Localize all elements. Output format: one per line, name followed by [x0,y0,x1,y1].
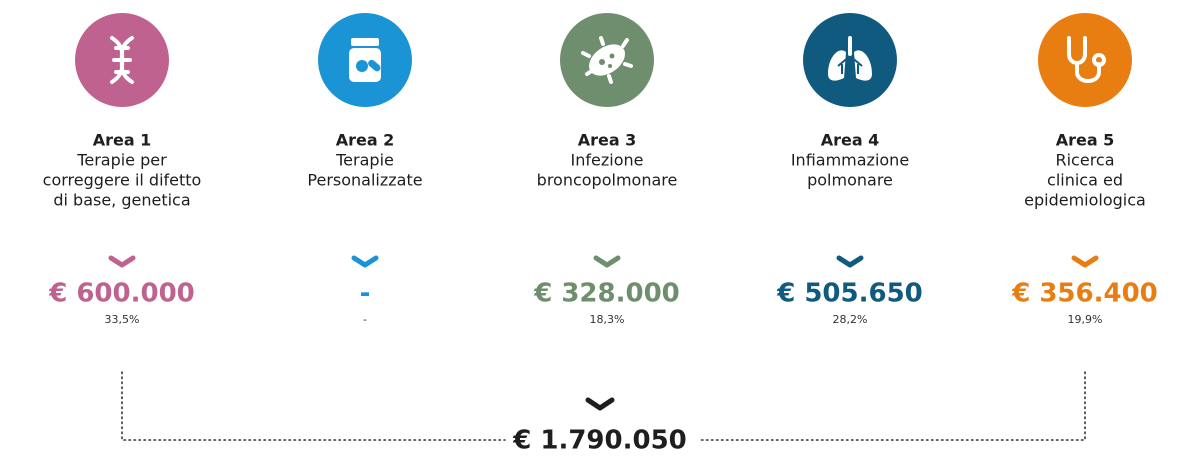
area-percent: - [363,313,367,326]
area-description: correggere il difetto [43,171,202,190]
area-description: polmonare [807,171,893,190]
area-description: di base, genetica [53,191,190,210]
area-amount: € 356.400 [1011,279,1158,309]
area-description: broncopolmonare [537,171,678,190]
area-chevron [108,255,136,268]
connector-left [121,371,506,441]
area-description: Infiammazione [791,151,909,170]
area-description: Infezione [571,151,644,170]
area-description: Personalizzate [307,171,422,190]
area-percent: 18,3% [590,313,625,326]
area-chevron [836,255,864,268]
area-percent: 19,9% [1068,313,1103,326]
area-chevron [593,255,621,268]
area-percent: 28,2% [833,313,868,326]
area-description: Terapie per [76,151,167,170]
area-amount: € 328.000 [533,279,680,309]
area-description: Ricerca [1055,151,1114,170]
area-chevron [1071,255,1099,268]
area-title: Area 2 [336,131,395,150]
area-chevron [351,255,379,268]
area-icon [349,38,382,82]
area-amount: - [360,279,371,309]
area-description: Terapie [335,151,394,170]
area-amount: € 600.000 [48,279,195,309]
connector-right [699,371,1086,441]
area-description: clinica ed [1047,171,1123,190]
total-amount: € 1.790.050 [512,426,687,456]
area-title: Area 5 [1056,131,1115,150]
area-title: Area 1 [93,131,152,150]
area-description: epidemiologica [1024,191,1146,210]
area-amount: € 505.650 [776,279,923,309]
area-title: Area 4 [821,131,880,150]
area-title: Area 3 [578,131,637,150]
area-percent: 33,5% [105,313,140,326]
total-chevron [585,397,615,411]
